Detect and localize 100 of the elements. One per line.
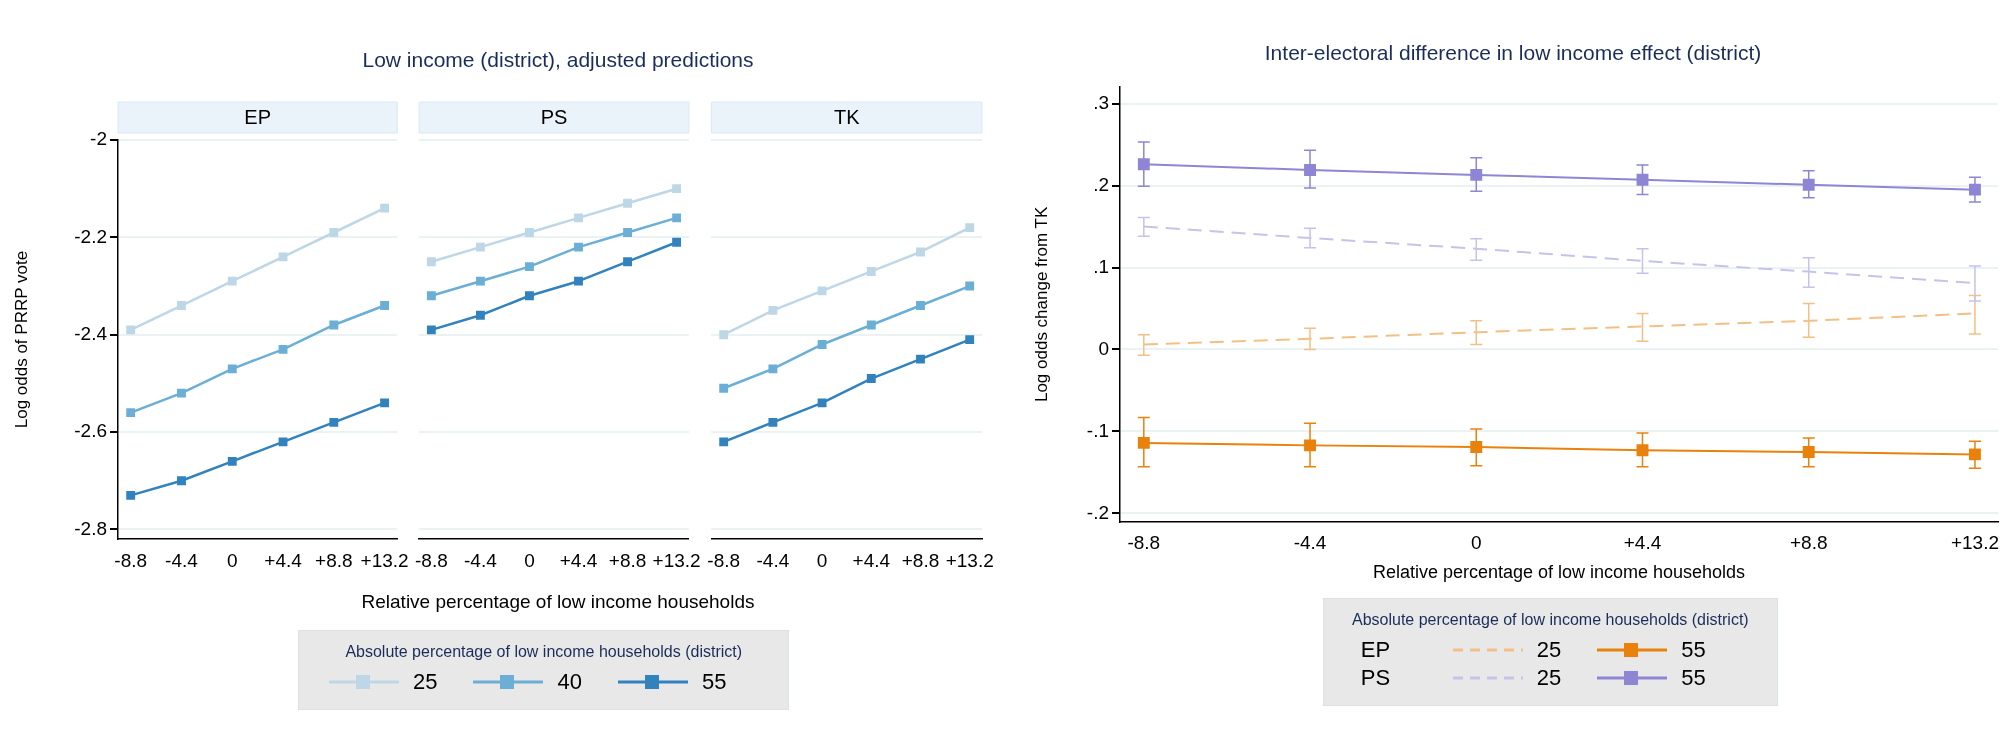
x-tick-label: +4.4 — [1623, 532, 1662, 554]
point — [1470, 168, 1483, 181]
legend-title: Absolute percentage of low income households (district) — [344, 643, 744, 661]
point — [672, 237, 682, 247]
point — [380, 398, 390, 408]
y-tick-label: -2.6 — [74, 420, 107, 442]
point — [426, 257, 436, 267]
y-tick-label: -2.8 — [74, 517, 107, 539]
y-tick-label: -.2 — [1086, 501, 1109, 523]
point — [475, 242, 485, 252]
point — [1470, 441, 1483, 453]
point — [329, 228, 339, 237]
point — [278, 252, 288, 262]
point — [426, 325, 436, 335]
point — [965, 335, 975, 345]
point — [965, 223, 975, 233]
x-tick-label: +13.2 — [945, 549, 994, 571]
point — [278, 344, 288, 354]
point — [916, 301, 925, 310]
point — [719, 330, 729, 340]
x-tick-label: -4.4 — [1293, 532, 1327, 554]
point — [916, 354, 925, 364]
x-tick-label: -4.4 — [756, 549, 790, 571]
point — [227, 456, 237, 466]
y-axis-title: Log odds change from TK — [1031, 206, 1051, 403]
point — [177, 388, 186, 398]
y-tick-label: -2.4 — [74, 322, 108, 344]
chart-title: Inter-electoral difference in low income effect (district) — [1264, 41, 1762, 65]
point — [525, 291, 534, 301]
x-tick-label: 0 — [816, 549, 828, 571]
point — [525, 228, 534, 237]
point — [126, 408, 136, 418]
point — [672, 184, 682, 194]
point — [126, 325, 136, 335]
x-tick-label: +13.2 — [1950, 532, 1999, 554]
point — [623, 198, 632, 208]
x-tick-label: +8.8 — [1789, 532, 1828, 554]
x-axis-title: Relative percentage of low income households — [360, 591, 756, 613]
legend-title: Absolute percentage of low income households (district) — [1352, 611, 1749, 629]
x-tick-label: +8.8 — [608, 549, 647, 571]
point — [1802, 178, 1815, 191]
y-tick-label: -2 — [90, 128, 107, 150]
point — [768, 305, 778, 315]
point — [574, 276, 583, 286]
y-tick-label: -.1 — [1086, 419, 1109, 441]
point — [768, 417, 778, 427]
x-tick-label: -8.8 — [114, 549, 148, 571]
chart-subtitle: TK — [833, 105, 861, 128]
point — [574, 213, 583, 223]
point — [329, 417, 339, 427]
x-tick-label: -8.8 — [707, 549, 741, 571]
legend-label: 55 — [1680, 637, 1706, 663]
point — [329, 320, 339, 330]
point — [719, 383, 729, 393]
x-tick-label: 0 — [524, 549, 535, 571]
point — [817, 286, 827, 296]
point — [672, 213, 682, 223]
y-tick-label: -2.2 — [74, 225, 107, 247]
point — [768, 364, 778, 374]
legend-label: 40 — [556, 669, 582, 695]
point — [866, 374, 876, 383]
point — [380, 203, 390, 213]
y-tick-label: .3 — [1093, 91, 1109, 113]
legend-label: 25 — [1535, 665, 1562, 691]
point — [1802, 445, 1815, 458]
point — [227, 276, 237, 286]
point — [475, 310, 485, 320]
point — [965, 281, 975, 291]
x-tick-label: +4.4 — [852, 549, 891, 571]
x-tick-label: +4.4 — [264, 549, 303, 571]
x-tick-label: +8.8 — [315, 549, 353, 571]
legend-label: 55 — [700, 669, 727, 695]
x-tick-label: 0 — [226, 549, 238, 571]
x-tick-label: +13.2 — [360, 549, 409, 571]
y-axis-title: Log odds of PRRP vote — [11, 250, 31, 429]
x-tick-label: -4.4 — [464, 549, 498, 571]
point — [623, 257, 632, 267]
x-tick-label: -8.8 — [1127, 532, 1161, 554]
chart-subtitle: PS — [540, 105, 568, 128]
x-tick-label: -4.4 — [165, 549, 199, 571]
text: Low income (district), adjusted predictions — [361, 48, 755, 72]
y-tick-label: .1 — [1093, 255, 1109, 277]
point — [525, 262, 534, 272]
text: PS — [1360, 665, 1392, 691]
x-tick-label: -8.8 — [414, 549, 448, 571]
y-tick-label: 0 — [1098, 337, 1109, 359]
x-tick-label: 0 — [1470, 532, 1482, 554]
chart-subtitle: EP — [244, 105, 271, 128]
point — [426, 291, 436, 301]
y-tick-label: .2 — [1093, 173, 1109, 195]
point — [866, 320, 876, 330]
point — [817, 340, 827, 349]
x-tick-label: +8.8 — [901, 549, 940, 571]
point — [177, 301, 186, 310]
point — [916, 247, 925, 257]
point — [623, 228, 632, 237]
x-axis-title: Relative percentage of low income households — [1372, 562, 1746, 583]
point — [177, 476, 186, 486]
legend-label: 25 — [1535, 637, 1562, 663]
point — [475, 276, 485, 286]
